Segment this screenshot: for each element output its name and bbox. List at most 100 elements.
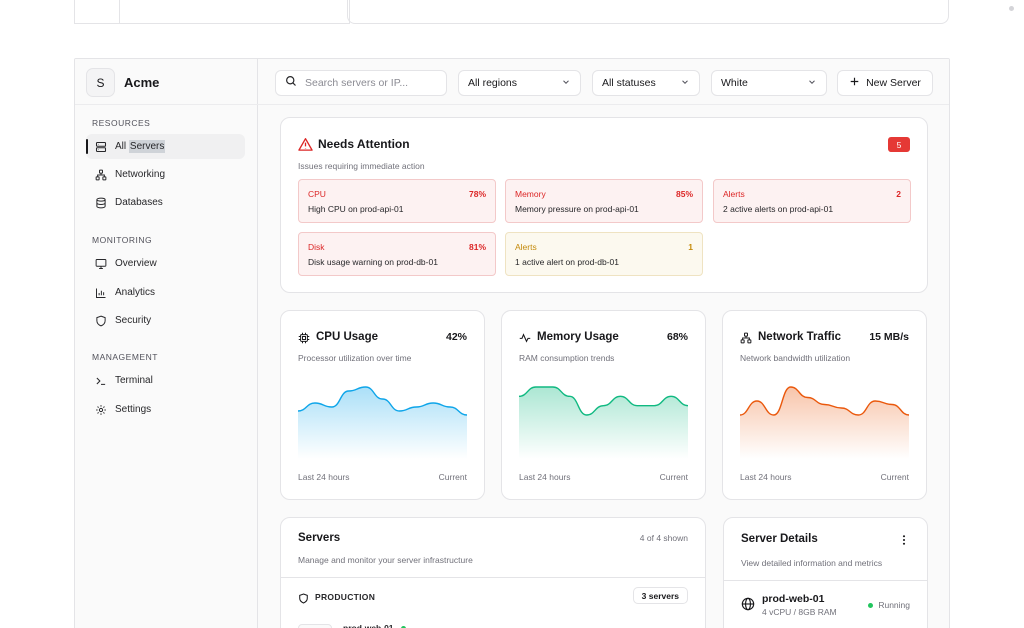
theme-select-value: White bbox=[721, 77, 748, 89]
status-select[interactable]: All statuses bbox=[592, 70, 700, 96]
status-select-value: All statuses bbox=[602, 77, 656, 89]
needs-attention-card: Needs Attention Issues requiring immedia… bbox=[280, 117, 928, 293]
sidebar-item-all-servers[interactable]: All Servers bbox=[86, 134, 245, 159]
issue-tile-memory[interactable]: Memory 85% Memory pressure on prod-api-0… bbox=[505, 179, 703, 223]
group-count-badge: 3 servers bbox=[632, 587, 688, 604]
issue-description: Disk usage warning on prod-db-01 bbox=[308, 257, 438, 267]
bar-chart-icon bbox=[95, 287, 107, 299]
issue-count-badge: 5 bbox=[888, 137, 910, 152]
card-subtitle: View detailed information and metrics bbox=[741, 558, 883, 568]
issue-tile-disk[interactable]: Disk 81% Disk usage warning on prod-db-0… bbox=[298, 232, 496, 276]
issue-tile-cpu[interactable]: CPU 78% High CPU on prod-api-01 bbox=[298, 179, 496, 223]
search-box[interactable] bbox=[275, 70, 447, 96]
chevron-down-icon bbox=[807, 77, 817, 90]
gear-icon bbox=[95, 404, 107, 416]
card-title: Server Details bbox=[741, 533, 818, 545]
sparkline-line bbox=[739, 386, 910, 416]
memory-usage-card[interactable]: Memory Usage 68% RAM consumption trends … bbox=[501, 310, 706, 500]
brand-header: S Acme bbox=[75, 59, 258, 105]
card-subtitle: Issues requiring immediate action bbox=[298, 161, 425, 171]
sidebar-item-label: Terminal bbox=[115, 375, 153, 386]
network-sparkline bbox=[739, 386, 910, 459]
workspace-avatar[interactable]: S bbox=[86, 68, 115, 97]
issue-description: 1 active alert on prod-db-01 bbox=[515, 257, 619, 267]
section-label-management: MANAGEMENT bbox=[92, 352, 158, 362]
issue-value: 2 bbox=[896, 189, 901, 199]
server-details-card: Server Details View detailed information… bbox=[723, 517, 928, 628]
region-select[interactable]: All regions bbox=[458, 70, 581, 96]
chevron-down-icon bbox=[680, 77, 690, 90]
main-content: Needs Attention Issues requiring immedia… bbox=[258, 105, 949, 628]
network-traffic-card[interactable]: Network Traffic 15 MB/s Network bandwidt… bbox=[722, 310, 927, 500]
network-icon bbox=[740, 331, 752, 344]
status-badge: Running bbox=[868, 600, 910, 610]
issue-type: Memory bbox=[515, 189, 546, 199]
region-select-value: All regions bbox=[468, 77, 518, 89]
metric-footer-range: Last 24 hours bbox=[298, 472, 350, 482]
shield-icon bbox=[298, 591, 309, 604]
sidebar-item-overview[interactable]: Overview bbox=[86, 251, 245, 276]
row-checkbox[interactable] bbox=[298, 624, 332, 628]
sidebar-item-settings[interactable]: Settings bbox=[86, 397, 245, 422]
selected-text-highlight: Servers bbox=[128, 140, 166, 153]
metric-title: Network Traffic bbox=[758, 331, 842, 343]
sidebar-item-terminal[interactable]: Terminal bbox=[86, 368, 245, 393]
issue-value: 1 bbox=[688, 242, 693, 252]
metric-footer-current: Current bbox=[438, 472, 467, 482]
sidebar-item-label: Networking bbox=[115, 169, 166, 180]
database-icon bbox=[95, 197, 107, 209]
sidebar: S Acme RESOURCES All Servers Networking … bbox=[75, 59, 258, 628]
card-title: Servers bbox=[298, 532, 341, 544]
sidebar-item-security[interactable]: Security bbox=[86, 308, 245, 333]
metric-value: 68% bbox=[666, 331, 688, 343]
activity-icon bbox=[519, 331, 531, 343]
server-row-name[interactable]: prod-web-01 bbox=[343, 623, 394, 628]
previous-card-fragment bbox=[347, 0, 949, 24]
sparkline-line bbox=[518, 386, 689, 416]
metric-footer-range: Last 24 hours bbox=[519, 472, 571, 482]
sidebar-item-networking[interactable]: Networking bbox=[86, 162, 245, 187]
shield-icon bbox=[95, 315, 107, 327]
metric-subtitle: Processor utilization over time bbox=[298, 353, 412, 363]
more-options-icon[interactable] bbox=[898, 533, 910, 545]
issue-tile-alerts[interactable]: Alerts 2 2 active alerts on prod-api-01 bbox=[713, 179, 911, 223]
sidebar-item-label: Security bbox=[115, 315, 152, 326]
metric-footer-range: Last 24 hours bbox=[740, 472, 792, 482]
selected-server-name[interactable]: prod-web-01 bbox=[762, 593, 825, 605]
metric-value: 15 MB/s bbox=[869, 331, 909, 343]
previous-panel-fragment bbox=[74, 0, 350, 24]
issue-value: 78% bbox=[468, 189, 486, 199]
memory-sparkline bbox=[518, 386, 689, 459]
sparkline-area bbox=[740, 387, 909, 459]
cpu-usage-card[interactable]: CPU Usage 42% Processor utilization over… bbox=[280, 310, 485, 500]
sidebar-item-analytics[interactable]: Analytics bbox=[86, 280, 245, 305]
network-icon bbox=[95, 169, 107, 181]
issue-tile-alerts-warning[interactable]: Alerts 1 1 active alert on prod-db-01 bbox=[505, 232, 703, 276]
metric-title: CPU Usage bbox=[316, 331, 378, 343]
divider bbox=[281, 577, 705, 578]
sidebar-item-databases[interactable]: Databases bbox=[86, 190, 245, 215]
server-spec: 4 vCPU / 8GB RAM bbox=[762, 607, 837, 617]
metric-title: Memory Usage bbox=[537, 331, 619, 343]
metric-footer-current: Current bbox=[880, 472, 909, 482]
issue-type: Alerts bbox=[515, 242, 537, 252]
theme-select[interactable]: White bbox=[711, 70, 827, 96]
sparkline-line bbox=[297, 386, 468, 416]
plus-icon bbox=[849, 76, 866, 90]
section-label-resources: RESOURCES bbox=[92, 118, 151, 128]
sidebar-item-label: Overview bbox=[115, 258, 157, 269]
section-label-monitoring: MONITORING bbox=[92, 235, 153, 245]
group-name[interactable]: PRODUCTION bbox=[315, 592, 376, 602]
search-icon bbox=[285, 74, 297, 92]
cpu-sparkline bbox=[297, 386, 468, 459]
warning-icon bbox=[298, 137, 313, 152]
servers-card: Servers 4 of 4 shown Manage and monitor … bbox=[280, 517, 706, 628]
card-subtitle: Manage and monitor your server infrastru… bbox=[298, 555, 473, 565]
new-server-label: New Server bbox=[866, 77, 921, 89]
scrollbar-indicator[interactable] bbox=[1009, 6, 1014, 11]
search-input[interactable] bbox=[305, 77, 445, 89]
new-server-button[interactable]: New Server bbox=[837, 70, 933, 96]
sidebar-item-label: Settings bbox=[115, 404, 152, 415]
status-text: Running bbox=[878, 600, 910, 610]
terminal-icon bbox=[95, 375, 107, 387]
